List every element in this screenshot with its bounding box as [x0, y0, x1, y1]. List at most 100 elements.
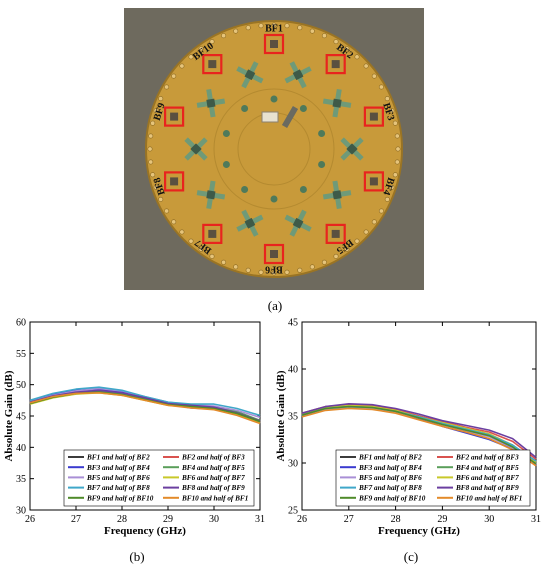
edge-connector — [150, 120, 156, 126]
antenna-cross — [184, 137, 208, 161]
edge-connector — [164, 84, 170, 90]
beamformer-label: BF6 — [265, 264, 283, 275]
y-tick-label: 60 — [16, 318, 26, 329]
edge-connector — [171, 73, 177, 79]
edge-connector — [297, 267, 303, 273]
antenna-chip — [292, 217, 304, 229]
edge-connector — [150, 172, 156, 178]
x-tick-label: 30 — [209, 514, 219, 525]
edge-connector — [371, 219, 377, 225]
edge-connector — [158, 96, 164, 102]
feed-via — [241, 105, 249, 112]
antenna-chip — [206, 98, 216, 108]
edge-connector — [378, 208, 384, 214]
edge-connector — [389, 184, 395, 190]
edge-connector — [258, 23, 264, 29]
feed-via — [270, 195, 278, 203]
edge-connector — [344, 246, 350, 252]
edge-connector — [148, 133, 154, 139]
beamformer-chip — [208, 229, 217, 238]
edge-connector — [258, 269, 264, 275]
beamformer-marker — [202, 223, 223, 244]
legend-entry: BF4 and half of BF5 — [455, 464, 519, 472]
legend-entry: BF10 and half of BF1 — [455, 494, 522, 502]
antenna-cross — [284, 61, 312, 89]
center-connector — [261, 111, 279, 123]
legend-box — [335, 449, 531, 507]
antenna-chip — [292, 69, 304, 81]
beamformer-chip — [170, 177, 179, 186]
beamformer-marker — [202, 53, 223, 75]
legend-entry: BF7 and half of BF8 — [86, 484, 150, 492]
legend-entry: BF8 and half of BF9 — [455, 484, 519, 492]
edge-connector — [333, 253, 339, 259]
edge-connector — [198, 46, 204, 52]
antenna-chip — [206, 190, 216, 200]
series-line — [29, 392, 261, 425]
beamformer-chip — [208, 60, 217, 69]
edge-connector — [221, 33, 227, 39]
edge-connector — [384, 96, 390, 102]
antenna-chip — [332, 98, 342, 108]
feed-via — [299, 105, 307, 112]
edge-connector — [271, 270, 277, 276]
feed-via — [241, 186, 249, 193]
board-inner-ring — [213, 88, 335, 210]
feed-via — [270, 95, 278, 103]
edge-connector — [245, 267, 251, 273]
y-tick-label: 30 — [288, 459, 298, 470]
panel-c-label: (c) — [403, 549, 419, 564]
antenna-cross — [236, 209, 264, 237]
edge-connector — [171, 219, 177, 225]
beamformer-marker — [325, 223, 346, 244]
edge-connector — [395, 146, 401, 152]
legend-entry: BF3 and half of BF4 — [86, 464, 150, 472]
x-tick-label: 31 — [531, 514, 541, 525]
beamformer-marker — [263, 33, 285, 55]
x-tick-label: 29 — [437, 514, 447, 525]
series-line — [29, 386, 261, 417]
beamformer-label: BF8 — [152, 176, 168, 196]
x-tick-label: 27 — [344, 514, 354, 525]
x-tick-label: 28 — [391, 514, 401, 525]
edge-connector — [245, 25, 251, 31]
antenna-cross — [236, 61, 264, 89]
legend-entry: BF1 and half of BF2 — [358, 454, 422, 462]
edge-connector — [371, 73, 377, 79]
legend-entry: BF8 and half of BF9 — [181, 484, 245, 492]
edge-connector — [309, 264, 315, 270]
y-tick-label: 35 — [288, 412, 298, 423]
beamformer-chip — [331, 60, 340, 69]
y-tick-label: 40 — [16, 443, 26, 454]
x-tick-label: 27 — [71, 514, 81, 525]
edge-connector — [271, 22, 277, 28]
legend-entry: BF4 and half of BF5 — [181, 464, 245, 472]
y-axis-label: Absolute Gain (dB) — [276, 370, 287, 461]
beamformer-chip — [331, 229, 340, 238]
series-line — [301, 407, 537, 467]
antenna-elements — [184, 61, 364, 237]
antenna-chip — [244, 69, 256, 81]
edge-connector — [297, 25, 303, 31]
feed-via — [222, 161, 230, 168]
edge-connector — [392, 172, 398, 178]
feed-via — [299, 186, 307, 193]
feed-via — [318, 130, 326, 137]
x-axis-label: Frequency (GHz) — [378, 525, 460, 537]
edge-connector — [309, 28, 315, 34]
y-axis-label: Absolute Gain (dB) — [4, 370, 15, 461]
edge-connector — [164, 208, 170, 214]
y-tick-label: 45 — [16, 412, 26, 423]
edge-connector — [389, 108, 395, 114]
edge-connector — [344, 46, 350, 52]
feed-via — [318, 161, 326, 168]
antenna-cross — [322, 180, 352, 210]
edge-connector — [221, 259, 227, 265]
edge-connector — [333, 39, 339, 45]
edge-connector — [233, 28, 239, 34]
antenna-chip — [332, 190, 342, 200]
feed-via — [222, 130, 230, 137]
edge-connector — [153, 184, 159, 190]
edge-connector — [384, 196, 390, 202]
edge-connector — [394, 133, 400, 139]
